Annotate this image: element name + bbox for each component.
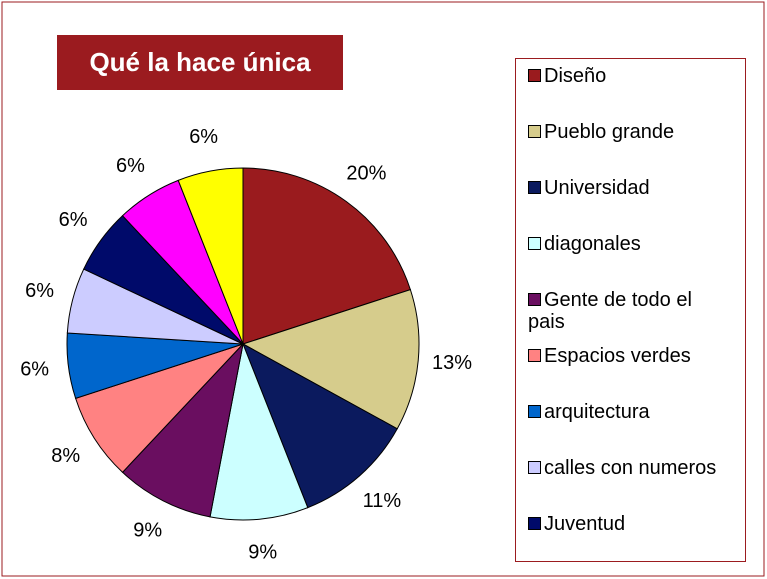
pie-slice — [74, 343, 244, 474]
pie-slice — [242, 167, 412, 345]
legend-swatch — [528, 237, 541, 250]
legend-label: calles con numeros — [544, 457, 717, 479]
legend-swatch — [528, 69, 541, 82]
legend-item: Gente de todo el pais — [528, 289, 733, 333]
legend-swatch — [528, 125, 541, 138]
data-label: 6% — [116, 155, 145, 177]
legend-label: Universidad — [544, 177, 650, 199]
pie-slice — [209, 342, 309, 521]
legend-item: Pueblo grande — [528, 121, 733, 143]
data-label: 13% — [432, 352, 472, 374]
legend-item: diagonales — [528, 233, 733, 255]
legend-label: Juventud — [544, 513, 626, 535]
legend-swatch — [528, 293, 541, 306]
legend-item: calles con numeros — [528, 457, 733, 479]
data-label: 6% — [20, 359, 49, 381]
legend-item: Juventud — [528, 513, 733, 535]
legend-label: Pueblo grande — [544, 121, 675, 143]
legend-swatch — [528, 461, 541, 474]
legend-label: Gente de todo el pais — [528, 289, 692, 333]
legend-label: Diseño — [544, 65, 607, 87]
data-label: 6% — [59, 209, 88, 231]
pie-slice — [242, 342, 398, 509]
legend-swatch — [528, 405, 541, 418]
legend-item: Espacios verdes — [528, 345, 733, 367]
pie-slice — [177, 167, 244, 345]
legend-label: diagonales — [544, 233, 641, 255]
data-label: 9% — [248, 541, 277, 563]
legend-item: Diseño — [528, 65, 733, 87]
data-label: 11% — [363, 490, 402, 512]
data-label: 6% — [25, 280, 54, 302]
legend-label: Espacios verdes — [544, 345, 691, 367]
legend-swatch — [528, 349, 541, 362]
data-label: 6% — [189, 126, 218, 148]
legend: Diseño Pueblo grande Universidad diagonales… — [515, 58, 746, 562]
legend-swatch — [528, 181, 541, 194]
data-label: 20% — [346, 162, 386, 184]
legend-item: Universidad — [528, 177, 733, 199]
legend-item: arquitectura — [528, 401, 733, 423]
chart-title: Qué la hace única — [57, 35, 343, 90]
data-label: 8% — [51, 445, 80, 467]
pie-slice — [121, 342, 244, 518]
data-label: 9% — [133, 519, 162, 541]
legend-swatch — [528, 517, 541, 530]
legend-label: arquitectura — [544, 401, 650, 423]
pie-slice — [241, 288, 420, 430]
